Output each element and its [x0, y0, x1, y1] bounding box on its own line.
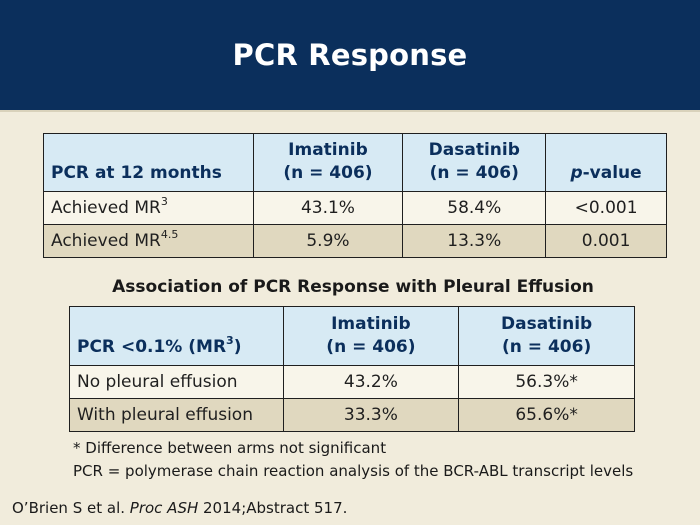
title-banner: PCR Response: [0, 0, 700, 110]
table-row: Achieved MR3 43.1% 58.4% <0.001: [43, 191, 667, 225]
citation-details: 2014;Abstract 517.: [198, 499, 348, 517]
imatinib-cell: 43.1%: [252, 191, 404, 225]
dasatinib-cell: 58.4%: [402, 191, 547, 225]
page-title: PCR Response: [232, 38, 468, 72]
p-value-column-header: p-value: [545, 133, 667, 192]
table-row: With pleural effusion 33.3% 65.6%*: [69, 398, 635, 432]
imatinib-column-header: Imatinib (n = 406): [282, 306, 460, 366]
row-header-cell: PCR at 12 months: [43, 133, 254, 192]
table-header-row: PCR <0.1% (MR3) Imatinib (n = 406) Dasat…: [69, 306, 635, 366]
table-row: Achieved MR4.5 5.9% 13.3% 0.001: [43, 224, 667, 258]
pcr-12-months-table: PCR at 12 months Imatinib (n = 406) Dasa…: [43, 133, 667, 258]
imatinib-cell: 43.2%: [282, 365, 460, 399]
row-label: Achieved MR3: [43, 191, 254, 225]
imatinib-label: Imatinib: [331, 314, 411, 334]
row-label-text: Achieved MR: [51, 231, 161, 251]
imatinib-label: Imatinib: [288, 140, 368, 160]
citation-authors: O’Brien S et al.: [12, 499, 130, 517]
dasatinib-n: (n = 406): [502, 337, 592, 357]
imatinib-n: (n = 406): [283, 163, 373, 183]
row-label: With pleural effusion: [69, 398, 284, 432]
citation: O’Brien S et al. Proc ASH 2014;Abstract …: [12, 499, 347, 517]
imatinib-column-header: Imatinib (n = 406): [252, 133, 404, 192]
table-row: No pleural effusion 43.2% 56.3%*: [69, 365, 635, 399]
row-header-text: PCR <0.1% (MR: [77, 337, 227, 357]
dasatinib-label: Dasatinib: [501, 314, 593, 334]
row-label-text: Achieved MR: [51, 198, 161, 218]
dasatinib-n: (n = 406): [429, 163, 519, 183]
pleural-effusion-table: PCR <0.1% (MR3) Imatinib (n = 406) Dasat…: [69, 306, 635, 432]
row-label-sup: 4.5: [160, 228, 179, 242]
dasatinib-column-header: Dasatinib (n = 406): [402, 133, 547, 192]
row-header-close: ): [233, 337, 242, 357]
row-header-cell: PCR <0.1% (MR3): [69, 306, 284, 366]
imatinib-cell: 5.9%: [252, 224, 404, 258]
dasatinib-cell: 65.6%*: [458, 398, 635, 432]
dasatinib-label: Dasatinib: [428, 140, 520, 160]
imatinib-n: (n = 406): [326, 337, 416, 357]
p-value-italic-p: p: [570, 163, 583, 183]
p-value-cell: <0.001: [545, 191, 667, 225]
dasatinib-cell: 56.3%*: [458, 365, 635, 399]
row-label-sup: 3: [160, 195, 168, 209]
dasatinib-cell: 13.3%: [402, 224, 547, 258]
p-value-suffix: -value: [582, 163, 642, 183]
imatinib-cell: 33.3%: [282, 398, 460, 432]
citation-journal: Proc ASH: [129, 499, 199, 517]
table-header-row: PCR at 12 months Imatinib (n = 406) Dasa…: [43, 133, 667, 192]
footnote-significance: * Difference between arms not significan…: [73, 439, 387, 457]
row-label: Achieved MR4.5: [43, 224, 254, 258]
header-divider: [0, 110, 700, 112]
dasatinib-column-header: Dasatinib (n = 406): [458, 306, 635, 366]
row-label: No pleural effusion: [69, 365, 284, 399]
footnote-pcr-definition: PCR = polymerase chain reaction analysis…: [73, 462, 634, 480]
association-heading: Association of PCR Response with Pleural…: [112, 277, 594, 297]
row-header-sup: 3: [226, 334, 234, 348]
p-value-cell: 0.001: [545, 224, 667, 258]
